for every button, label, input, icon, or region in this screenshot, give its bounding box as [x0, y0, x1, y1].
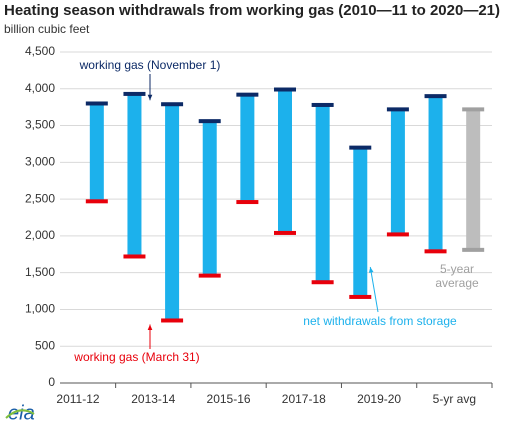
marker — [123, 91, 146, 96]
marker — [311, 102, 334, 107]
y-tick-label: 1,000 — [25, 302, 55, 316]
marker — [123, 254, 146, 259]
y-tick-label: 0 — [48, 375, 55, 389]
bar — [202, 121, 217, 276]
marker — [424, 249, 447, 254]
marker — [161, 318, 184, 323]
marker — [274, 87, 296, 92]
bar — [165, 104, 180, 321]
marker — [349, 294, 372, 299]
marker — [85, 199, 108, 204]
marker — [236, 92, 259, 97]
bar — [278, 89, 292, 233]
annotation-avg: average — [435, 276, 479, 290]
y-tick-label: 3,500 — [25, 118, 55, 132]
marker — [198, 119, 221, 124]
marker — [236, 200, 259, 205]
x-tick-label: 2013-14 — [131, 392, 175, 406]
marker — [462, 107, 485, 112]
bar — [89, 103, 104, 202]
marker — [349, 145, 372, 150]
annotation-mar: working gas (March 31) — [73, 350, 199, 364]
marker — [424, 94, 447, 99]
marker — [274, 230, 296, 235]
marker — [462, 247, 485, 252]
annotation-arrow — [369, 266, 379, 313]
x-tick-label: 2015-16 — [207, 392, 251, 406]
bar — [466, 109, 481, 250]
x-tick-label: 5-yr avg — [433, 392, 476, 406]
bar — [315, 104, 330, 283]
x-tick-label: 2019-20 — [357, 392, 401, 406]
marker — [386, 107, 409, 112]
y-tick-label: 4,000 — [25, 81, 55, 95]
y-tick-label: 2,500 — [25, 191, 55, 205]
x-tick-label: 2011-12 — [56, 392, 99, 406]
bar — [240, 94, 255, 203]
logo-swoosh — [5, 409, 35, 419]
logo: eia — [8, 402, 35, 424]
bar — [127, 93, 142, 257]
y-tick-label: 3,000 — [25, 155, 55, 169]
marker — [311, 280, 334, 285]
annotation-avg: 5-year — [440, 262, 474, 276]
marker — [161, 102, 184, 107]
bar — [353, 147, 368, 297]
chart-title: Heating season withdrawals from working … — [4, 2, 500, 19]
marker — [85, 101, 108, 106]
arrow-head — [147, 94, 153, 101]
arrow-head — [368, 267, 374, 273]
marker — [198, 273, 221, 278]
marker — [386, 232, 409, 237]
bar — [390, 109, 405, 235]
arrow-head — [147, 324, 153, 331]
bar — [428, 96, 443, 252]
y-tick-label: 1,500 — [25, 265, 55, 279]
y-tick-label: 2,000 — [25, 228, 55, 242]
y-tick-label: 4,500 — [25, 44, 55, 58]
annotation-nov: working gas (November 1) — [79, 58, 221, 72]
x-tick-label: 2017-18 — [282, 392, 326, 406]
annotation-withdrawals: net withdrawals from storage — [303, 314, 457, 328]
chart-subtitle: billion cubic feet — [4, 22, 90, 36]
y-tick-label: 500 — [35, 338, 55, 352]
